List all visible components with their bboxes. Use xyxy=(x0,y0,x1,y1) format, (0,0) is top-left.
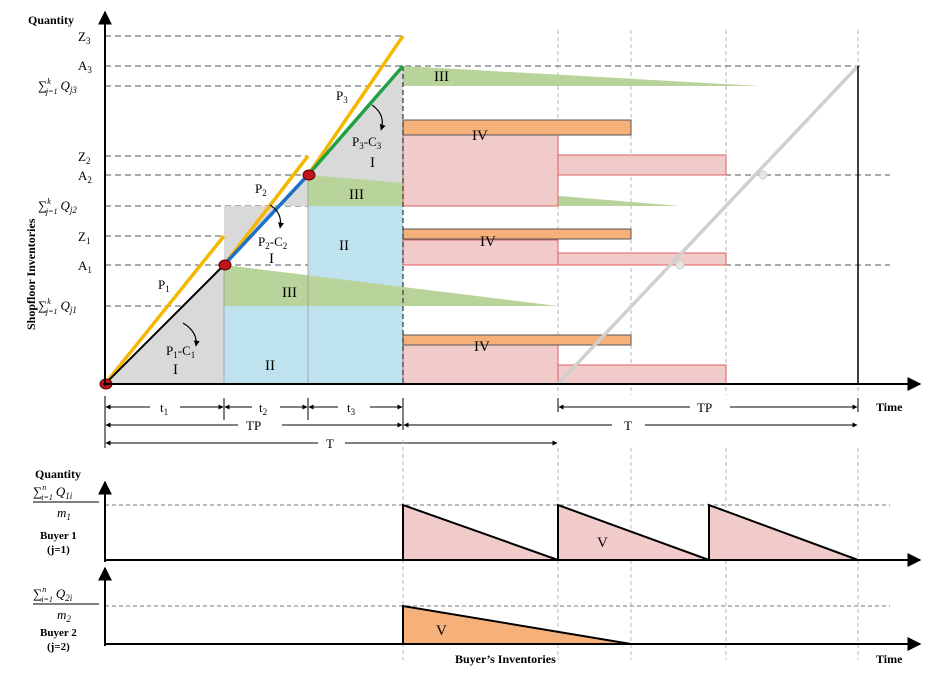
buyer2-denominator: m2 xyxy=(57,607,71,624)
bottom-x-axis-title: Time xyxy=(876,652,903,666)
buyer1-numerator: ∑n i=1 Q1i xyxy=(33,483,73,502)
label-P1: P1 xyxy=(158,277,170,294)
region-II-1 xyxy=(224,306,403,384)
label-P2-C2: P2-C2 xyxy=(258,234,287,251)
grey-point-1 xyxy=(675,260,685,270)
region-label-II-1: II xyxy=(265,358,275,374)
region-label-I-1: I xyxy=(173,362,178,378)
span-t1: t1 xyxy=(160,400,168,417)
buyer1-denominator: m1 xyxy=(57,505,71,522)
buyers-inventories-caption: Buyer’s Inventories xyxy=(455,652,556,666)
buildup-line-3 xyxy=(306,64,405,177)
bottom-y-axis-title: Quantity xyxy=(35,467,81,481)
buyer1-label: Buyer 1 xyxy=(40,530,77,542)
label-A3: A3 xyxy=(78,58,92,75)
buildup-line-1 xyxy=(104,264,225,385)
label-P3: P3 xyxy=(336,88,348,105)
region-label-III-1: III xyxy=(282,285,297,301)
region-label-IV-2: IV xyxy=(480,234,496,250)
top-x-axis-title: Time xyxy=(876,400,903,414)
region-label-I-3: I xyxy=(370,155,375,171)
bottom-chart xyxy=(98,440,922,660)
region-label-III-2: III xyxy=(349,187,364,203)
span-T-left: T xyxy=(326,436,334,451)
span-TP-right: TP xyxy=(697,400,712,415)
buyer1-sawtooth xyxy=(402,503,859,561)
label-Z1: Z1 xyxy=(78,229,90,246)
span-t2: t2 xyxy=(259,400,267,417)
label-P3-C3: P3-C3 xyxy=(352,134,382,151)
region-label-V-1: V xyxy=(597,535,608,551)
label-sum-Qj1: ∑k j=1 Qj1 xyxy=(38,297,77,316)
region-label-IV-3: IV xyxy=(474,339,490,355)
label-sum-Qj3: ∑k j=1 Qj3 xyxy=(38,77,77,96)
label-A1: A1 xyxy=(78,258,92,275)
buildup-line-2 xyxy=(222,173,310,267)
curved-arrow-1 xyxy=(182,322,200,347)
red-point-A2 xyxy=(302,169,316,181)
region-IV-pink xyxy=(402,134,727,385)
region-label-I-2: I xyxy=(269,251,274,267)
red-point-A1 xyxy=(218,259,232,271)
buyer2-numerator: ∑n i=1 Q2i xyxy=(33,585,73,604)
region-III-1 xyxy=(224,265,558,306)
span-T-right: T xyxy=(624,418,632,433)
buyer2-label: Buyer 2 xyxy=(40,627,77,639)
span-arrows xyxy=(105,404,858,446)
top-chart xyxy=(98,10,922,448)
label-sum-Qj2: ∑k j=1 Qj2 xyxy=(38,197,77,216)
label-Z3: Z3 xyxy=(78,29,91,46)
grey-point-2 xyxy=(758,170,768,180)
span-t3: t3 xyxy=(347,400,356,417)
label-P2: P2 xyxy=(255,181,267,198)
top-chart-labels: Quantity Time Shopfloor Inventories Z3 A… xyxy=(24,13,903,451)
region-label-III-3: III xyxy=(434,69,449,85)
span-ticks xyxy=(104,396,859,448)
next-cycle-line xyxy=(556,64,860,386)
region-label-II-2: II xyxy=(339,238,349,254)
region-III-3 xyxy=(403,66,760,86)
label-A2: A2 xyxy=(78,168,92,185)
production-lines xyxy=(103,35,405,386)
buyer2-index: (j=2) xyxy=(47,641,70,653)
buyer1-index: (j=1) xyxy=(47,544,70,556)
shopfloor-inventories-label: Shopfloor Inventories xyxy=(24,218,38,330)
top-y-axis-title: Quantity xyxy=(28,13,74,27)
label-Z2: Z2 xyxy=(78,149,90,166)
curved-arrow-3 xyxy=(371,104,386,131)
region-I-3 xyxy=(308,66,403,206)
region-IV-orange xyxy=(402,119,632,346)
region-label-IV-1: IV xyxy=(472,128,488,144)
curved-arrow-2 xyxy=(269,204,284,229)
region-label-V-2: V xyxy=(436,623,447,639)
label-P1-C1: P1-C1 xyxy=(166,343,195,360)
bottom-chart-labels: Quantity Time Buyer’s Inventories ∑n i=1 Q… xyxy=(33,467,903,666)
span-TP-left: TP xyxy=(246,418,261,433)
